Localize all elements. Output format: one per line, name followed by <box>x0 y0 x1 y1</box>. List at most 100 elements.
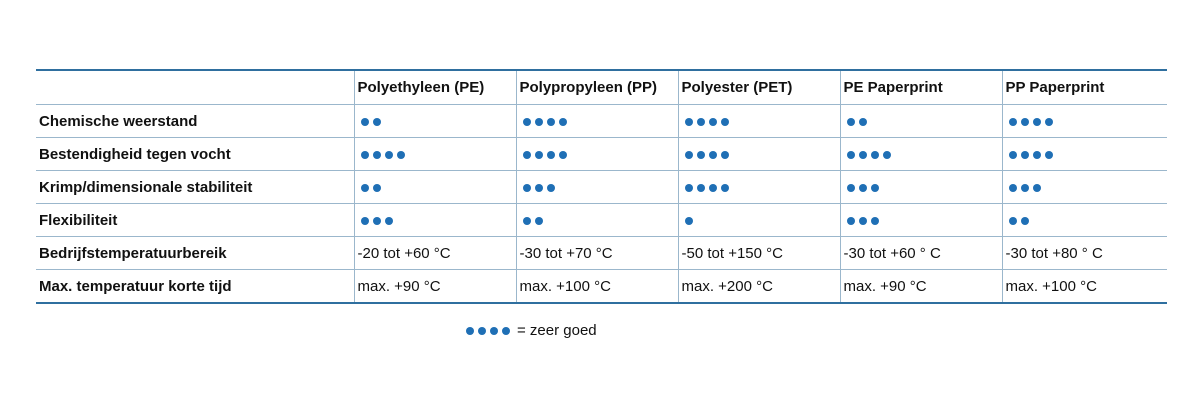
header-pp-paperprint: PP Paperprint <box>1001 70 1167 105</box>
rating-dot-icon <box>1032 150 1041 159</box>
rating-dots <box>682 183 729 192</box>
rating-dot-icon <box>720 183 729 192</box>
rating-cell <box>839 137 1002 171</box>
value-cell: -30 tot +80 ° C <box>1001 236 1167 270</box>
rating-dot-icon <box>684 183 693 192</box>
rating-dot-icon <box>858 183 867 192</box>
rating-dots <box>520 150 567 159</box>
rating-dot-icon <box>696 150 705 159</box>
rating-dot-icon <box>684 150 693 159</box>
row-label: Krimp/dimensionale stabiliteit <box>36 170 354 204</box>
value-cell: max. +100 °C <box>1001 269 1167 304</box>
table-row: Max. temperatuur korte tijd max. +90 °C ma… <box>36 269 1167 304</box>
rating-cell <box>515 170 678 204</box>
comparison-table-wrapper: Polyethyleen (PE) Polypropyleen (PP) Pol… <box>36 69 1167 304</box>
table-body: Chemische weerstand Bestendigheid tegen v… <box>36 104 1167 304</box>
value-cell: max. +100 °C <box>515 269 678 304</box>
legend: = zeer goed <box>466 322 597 339</box>
rating-cell <box>1001 104 1167 138</box>
rating-dot-icon <box>870 183 879 192</box>
rating-cell <box>1001 137 1167 171</box>
rating-dot-icon <box>708 150 717 159</box>
rating-dots <box>682 150 729 159</box>
rating-dots <box>520 117 567 126</box>
rating-dot-icon <box>1032 117 1041 126</box>
rating-dot-icon <box>522 183 531 192</box>
rating-cell <box>677 170 840 204</box>
rating-dot-icon <box>522 117 531 126</box>
legend-rating-dots <box>466 326 510 335</box>
rating-dots <box>844 183 879 192</box>
rating-dot-icon <box>684 216 693 225</box>
rating-dot-icon <box>372 150 381 159</box>
table-row: Krimp/dimensionale stabiliteit <box>36 170 1167 204</box>
rating-dot-icon <box>1020 216 1029 225</box>
rating-dot-icon <box>534 150 543 159</box>
rating-dot-icon <box>720 117 729 126</box>
row-label: Bestendigheid tegen vocht <box>36 137 354 171</box>
rating-cell <box>677 137 840 171</box>
rating-dots <box>358 183 381 192</box>
rating-cell <box>353 104 516 138</box>
rating-cell <box>515 203 678 237</box>
header-pe-paperprint: PE Paperprint <box>839 70 1002 105</box>
table-row: Bestendigheid tegen vocht <box>36 137 1167 171</box>
table-row: Flexibiliteit <box>36 203 1167 237</box>
rating-dots <box>1006 183 1041 192</box>
table-row: Chemische weerstand <box>36 104 1167 138</box>
rating-dots <box>520 216 543 225</box>
rating-dot-icon <box>696 183 705 192</box>
row-label: Max. temperatuur korte tijd <box>36 269 354 304</box>
rating-dot-icon <box>360 117 369 126</box>
rating-dot-icon <box>502 326 510 335</box>
rating-cell <box>515 104 678 138</box>
rating-dot-icon <box>846 216 855 225</box>
legend-text: = zeer goed <box>517 322 597 339</box>
rating-dot-icon <box>360 216 369 225</box>
rating-cell <box>515 137 678 171</box>
rating-dot-icon <box>534 216 543 225</box>
rating-cell <box>677 104 840 138</box>
rating-dots <box>358 117 381 126</box>
table-header: Polyethyleen (PE) Polypropyleen (PP) Pol… <box>36 70 1167 105</box>
header-corner-cell <box>36 70 354 105</box>
rating-dot-icon <box>546 117 555 126</box>
rating-cell <box>1001 203 1167 237</box>
rating-dot-icon <box>372 216 381 225</box>
row-label: Chemische weerstand <box>36 104 354 138</box>
value-cell: -30 tot +60 ° C <box>839 236 1002 270</box>
rating-dot-icon <box>696 117 705 126</box>
rating-cell <box>839 104 1002 138</box>
rating-dot-icon <box>870 216 879 225</box>
rating-dots <box>844 150 891 159</box>
rating-dot-icon <box>858 117 867 126</box>
value-cell: -50 tot +150 °C <box>677 236 840 270</box>
rating-dot-icon <box>384 150 393 159</box>
rating-dot-icon <box>858 216 867 225</box>
rating-dot-icon <box>546 183 555 192</box>
rating-dot-icon <box>490 326 498 335</box>
rating-dot-icon <box>858 150 867 159</box>
table-row: Bedrijfstemperatuurbereik -20 tot +60 °C -… <box>36 236 1167 270</box>
rating-dot-icon <box>870 150 879 159</box>
rating-dot-icon <box>372 117 381 126</box>
header-pe: Polyethyleen (PE) <box>353 70 516 105</box>
rating-dot-icon <box>846 117 855 126</box>
rating-dots <box>1006 216 1029 225</box>
rating-dots <box>520 183 555 192</box>
rating-dot-icon <box>846 150 855 159</box>
row-label: Flexibiliteit <box>36 203 354 237</box>
rating-cell <box>1001 170 1167 204</box>
rating-dots <box>1006 150 1053 159</box>
rating-dot-icon <box>1032 183 1041 192</box>
rating-cell <box>839 170 1002 204</box>
rating-dot-icon <box>360 150 369 159</box>
rating-cell <box>353 170 516 204</box>
rating-dot-icon <box>708 117 717 126</box>
rating-dot-icon <box>1020 183 1029 192</box>
value-cell: -20 tot +60 °C <box>353 236 516 270</box>
value-cell: -30 tot +70 °C <box>515 236 678 270</box>
header-pet: Polyester (PET) <box>677 70 840 105</box>
rating-dot-icon <box>546 150 555 159</box>
value-cell: max. +90 °C <box>839 269 1002 304</box>
